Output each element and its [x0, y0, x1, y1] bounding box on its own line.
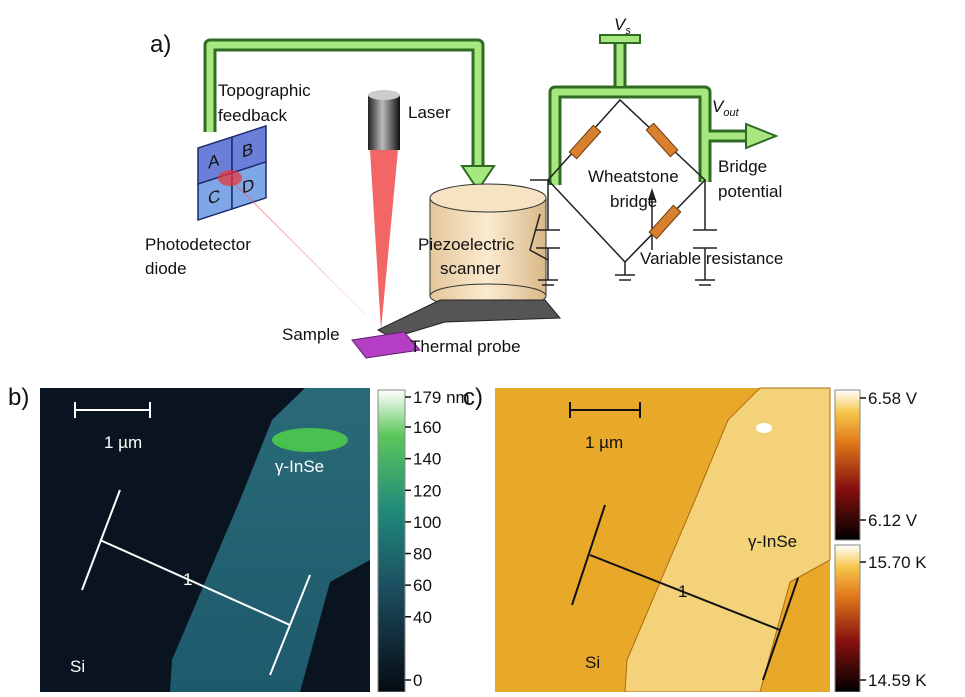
colorbar-tick-label: 14.59 K	[868, 671, 927, 690]
vs-terminal	[600, 35, 640, 43]
colorbar-tick-label: 179 nm	[413, 388, 470, 407]
label: Sample	[282, 325, 340, 344]
figure: a) Topographic feedback Laser A B C D Ph…	[0, 0, 965, 692]
label: Wheatstone	[588, 167, 679, 186]
quadrant-label: B	[242, 138, 253, 161]
label: potential	[718, 182, 782, 201]
feedback-pipes	[210, 42, 748, 185]
material-label: γ-InSe	[275, 457, 324, 476]
colorbar	[835, 545, 860, 692]
probe	[378, 300, 560, 338]
profile-label: 1	[183, 570, 192, 589]
colorbar-tick-label: 80	[413, 545, 432, 564]
colorbar-tick-label: 15.70 K	[868, 553, 927, 572]
colorbar-tick-label: 0	[413, 671, 422, 690]
colorbar	[835, 390, 860, 540]
colorbar-tick-label: 140	[413, 450, 441, 469]
label: out	[723, 107, 739, 119]
label: bridge	[610, 192, 657, 211]
label: Topographic	[218, 81, 311, 100]
quadrant-label: A	[208, 149, 220, 172]
scanner	[430, 184, 546, 212]
colorbar-tick-label: 100	[413, 513, 441, 532]
colorbar	[378, 390, 405, 692]
arrow	[746, 124, 776, 148]
panel-label: a)	[150, 31, 171, 58]
colorbar-tick-label: 6.12 V	[868, 511, 918, 530]
material-label: γ-InSe	[748, 532, 797, 551]
colorbar-tick-label: 40	[413, 608, 432, 627]
profile-label: 1	[678, 582, 687, 601]
colorbar-tick-label: 160	[413, 418, 441, 437]
bright-region	[272, 428, 348, 452]
label: Bridge	[718, 157, 767, 176]
label: diode	[145, 259, 187, 278]
quadrant-label: D	[242, 174, 254, 197]
bright-region	[756, 423, 772, 433]
scale-label: 1 µm	[585, 433, 623, 452]
laser-beam	[370, 150, 398, 330]
label: scanner	[440, 259, 501, 278]
label: feedback	[218, 106, 287, 125]
label: Piezoelectric	[418, 235, 515, 254]
label: Vs	[614, 15, 631, 37]
colorbar-tick-label: 120	[413, 481, 441, 500]
label: Laser	[408, 103, 451, 122]
label: Vout	[712, 97, 740, 119]
label: Photodetector	[145, 235, 251, 254]
colorbar-tick-label: 60	[413, 576, 432, 595]
colorbar-tick-label: 6.58 V	[868, 389, 918, 408]
panel-label: b)	[8, 384, 29, 411]
scale-label: 1 µm	[104, 433, 142, 452]
substrate-label: Si	[70, 657, 85, 676]
label: s	[625, 25, 631, 37]
label: Thermal probe	[410, 337, 521, 356]
page: a) Topographic feedback Laser A B C D Ph…	[0, 0, 965, 692]
laser	[368, 95, 400, 150]
label: Variable resistance	[640, 249, 783, 268]
laser	[368, 90, 400, 100]
substrate-label: Si	[585, 653, 600, 672]
spot	[218, 170, 242, 186]
quadrant-label: C	[208, 185, 220, 208]
